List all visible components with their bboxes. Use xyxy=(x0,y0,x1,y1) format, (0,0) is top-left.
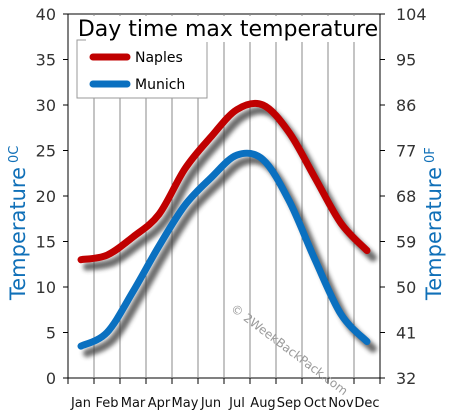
y-tick-label-right: 86 xyxy=(396,96,416,115)
y-tick-label-left: 0 xyxy=(46,369,56,388)
y-tick-label-right: 68 xyxy=(396,187,416,206)
x-tick-label: Aug xyxy=(250,396,275,411)
y-tick-label-left: 20 xyxy=(36,187,56,206)
legend-label-naples: Naples xyxy=(135,50,183,66)
y-tick-label-right: 41 xyxy=(396,324,416,343)
x-tick-label: Oct xyxy=(304,396,326,411)
y-tick-label-left: 5 xyxy=(46,324,56,343)
series-lines xyxy=(77,99,371,350)
y-tick-label-left: 25 xyxy=(36,142,56,161)
y-tick-label-right: 32 xyxy=(396,369,416,388)
y-tick-label-left: 10 xyxy=(36,278,56,297)
x-axis-labels: Jan Feb Mar Apr May Jun Jul Aug Sep Oct Nov Dec xyxy=(70,396,380,411)
y-tick-label-right: 50 xyxy=(396,278,416,297)
title-background xyxy=(86,16,372,42)
x-tick-label: Jul xyxy=(228,396,245,411)
y-axis-right-unit: 0F xyxy=(423,147,438,163)
y-tick-label-left: 35 xyxy=(36,51,56,70)
y-tick-label-left: 30 xyxy=(36,96,56,115)
x-tick-label: Mar xyxy=(121,396,146,411)
legend-box xyxy=(76,39,208,99)
y-axis-right-title: Temperature0F xyxy=(422,147,446,301)
y-axis-left-labels: 0 5 10 15 20 25 30 35 40 xyxy=(36,5,56,388)
y-axis-left-unit: 0C xyxy=(7,146,22,163)
legend-label-munich: Munich xyxy=(135,77,185,93)
y-axis-left-title: Temperature0C xyxy=(6,146,30,301)
tick-marks xyxy=(63,13,385,384)
y-tick-label-right: 104 xyxy=(396,5,427,24)
legend: Naples Munich xyxy=(76,39,208,99)
series-line-munich xyxy=(77,149,371,350)
x-tick-label: Sep xyxy=(277,396,302,411)
x-tick-label: Jun xyxy=(200,396,221,411)
y-tick-label-right: 59 xyxy=(396,233,416,252)
x-tick-label: Dec xyxy=(354,396,379,411)
y-tick-label-right: 95 xyxy=(396,51,416,70)
x-tick-label: May xyxy=(172,396,199,411)
chart-title: Day time max temperature xyxy=(78,17,378,42)
x-tick-label: Feb xyxy=(95,396,118,411)
x-tick-label: Jan xyxy=(70,396,91,411)
x-tick-label: Nov xyxy=(328,396,354,411)
y-axis-right-labels: 32 41 50 59 68 77 86 95 104 xyxy=(396,5,427,388)
y-tick-label-left: 40 xyxy=(36,5,56,24)
x-tick-label: Apr xyxy=(148,396,171,411)
y-tick-label-right: 77 xyxy=(396,142,416,161)
series-line-naples xyxy=(77,99,371,264)
y-tick-label-left: 15 xyxy=(36,233,56,252)
